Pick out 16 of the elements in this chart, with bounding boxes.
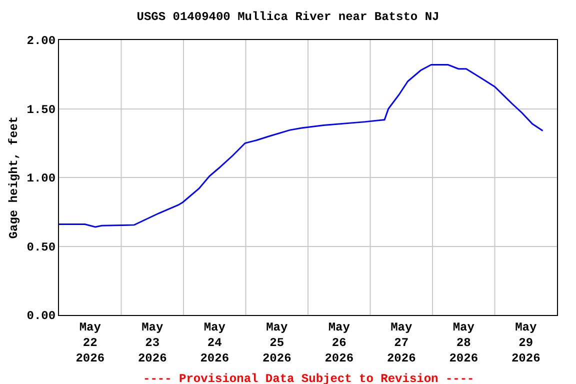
x-tick-label: May 26 2026 — [324, 320, 354, 366]
x-tick-label: May 27 2026 — [386, 320, 416, 366]
x-tick-label: May 29 2026 — [511, 320, 540, 366]
line-series — [59, 64, 544, 228]
y-tick-label: 1.00 — [26, 172, 56, 186]
x-tick-label: May 24 2026 — [200, 320, 230, 366]
chart-title: USGS 01409400 Mullica River near Batsto NJ — [136, 10, 440, 24]
y-axis-title: Gage height, feet — [7, 116, 22, 239]
x-tick-label: May 25 2026 — [262, 320, 292, 366]
x-tick-label: May 28 2026 — [449, 320, 478, 366]
x-tick-label: May 23 2026 — [138, 320, 167, 366]
y-tick-label: 2.00 — [26, 34, 56, 48]
y-tick-label: 1.50 — [26, 102, 56, 117]
y-tick-label: 0.00 — [26, 309, 56, 324]
x-tick-label: May 22 2026 — [76, 320, 105, 366]
y-tick-label: 0.50 — [26, 240, 56, 254]
